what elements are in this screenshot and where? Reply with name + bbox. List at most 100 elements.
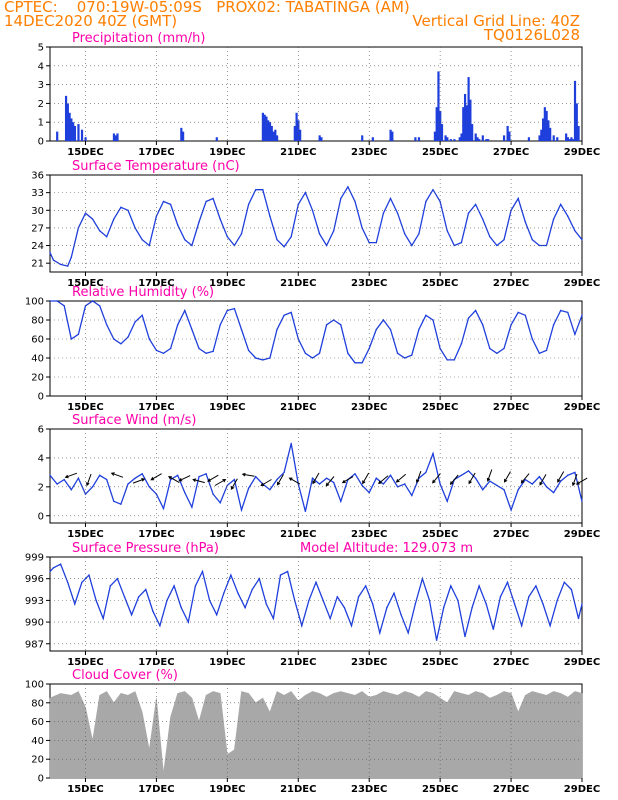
data-point xyxy=(496,484,498,487)
plot-frame xyxy=(49,174,583,273)
wind-arrow xyxy=(432,473,441,484)
data-point xyxy=(510,324,512,326)
data-point xyxy=(169,203,172,206)
data-point xyxy=(212,197,214,200)
wind-arrow xyxy=(214,478,227,486)
precip-bar xyxy=(481,135,484,141)
x-tick-label: 19DEC xyxy=(209,147,245,158)
data-point xyxy=(70,338,73,340)
data-point xyxy=(255,476,257,478)
series-line xyxy=(49,443,583,513)
data-point xyxy=(552,218,555,220)
precip-bar xyxy=(391,131,394,141)
data-point xyxy=(283,314,285,316)
data-point xyxy=(91,218,94,220)
wind-arrow xyxy=(575,477,588,485)
precip-bar xyxy=(295,112,298,141)
data-point xyxy=(194,585,197,587)
data-point xyxy=(524,314,526,316)
data-point xyxy=(393,592,395,594)
data-point xyxy=(49,570,51,573)
data-point xyxy=(223,592,225,594)
data-point xyxy=(201,570,204,573)
data-point xyxy=(191,244,193,247)
header-location: CPTEC: 070:19W-05:09S PROX02: TABATINGA … xyxy=(4,0,410,16)
data-point xyxy=(478,585,480,587)
precip-bar xyxy=(538,135,541,141)
data-point xyxy=(489,347,491,350)
data-point xyxy=(127,336,129,338)
x-tick-label: 17DEC xyxy=(138,657,174,668)
data-point xyxy=(521,625,523,627)
data-point xyxy=(233,307,236,310)
data-point xyxy=(262,359,264,361)
data-point xyxy=(162,507,165,510)
y-tick-label: 1 xyxy=(38,118,44,129)
x-tick-label: 19DEC xyxy=(209,402,245,413)
precip-bar xyxy=(371,137,374,141)
data-point xyxy=(340,197,342,200)
data-point xyxy=(99,230,101,232)
data-point xyxy=(255,357,257,359)
data-point xyxy=(63,305,65,307)
x-tick-label: 25DEC xyxy=(422,784,458,795)
data-point xyxy=(425,471,427,474)
data-point xyxy=(567,311,569,314)
x-tick-label: 25DEC xyxy=(422,278,458,289)
y-tick-label: 60 xyxy=(31,717,44,728)
data-point xyxy=(134,321,136,323)
x-tick-label: 17DEC xyxy=(138,147,174,158)
data-point xyxy=(581,500,583,502)
data-point xyxy=(297,203,299,206)
data-point xyxy=(240,233,243,235)
data-point xyxy=(219,324,221,326)
data-point xyxy=(247,349,250,352)
data-point xyxy=(52,567,55,569)
plot-frame xyxy=(49,428,583,524)
data-point xyxy=(517,311,519,314)
panel-4: 987 990 993 996 999 15DEC 17DEC 19DEC 21DEC 23DEC… xyxy=(25,541,600,668)
data-point xyxy=(308,599,310,602)
data-point xyxy=(460,241,463,244)
data-point xyxy=(240,509,243,511)
data-point xyxy=(152,610,154,612)
data-point xyxy=(148,486,150,488)
data-point xyxy=(226,309,228,312)
data-point xyxy=(439,347,441,350)
data-point xyxy=(120,343,122,345)
panel-1: 21 24 27 30 33 36 15DEC 17DEC 19DEC 21DEC 23DEC 25D… xyxy=(31,159,600,289)
precip-bar xyxy=(573,80,577,141)
data-point xyxy=(418,233,420,235)
data-point xyxy=(340,500,342,502)
data-point xyxy=(301,625,303,627)
data-point xyxy=(432,319,434,321)
data-point xyxy=(474,309,477,312)
y-tick-label: 3 xyxy=(38,80,44,91)
precip-bar xyxy=(543,107,546,141)
data-point xyxy=(59,563,62,565)
y-tick-label: 30 xyxy=(31,206,44,217)
x-tick-label: 17DEC xyxy=(138,402,174,413)
precip-bar xyxy=(80,129,84,141)
data-point xyxy=(276,478,278,481)
precip-bar xyxy=(263,114,266,141)
data-point xyxy=(318,483,321,485)
y-tick-label: 5 xyxy=(38,43,44,54)
data-point xyxy=(106,324,108,326)
data-point xyxy=(382,483,385,485)
data-point xyxy=(56,300,58,302)
data-point xyxy=(333,230,335,232)
precip-bar xyxy=(568,139,571,141)
precip-bar xyxy=(270,125,273,141)
precip-bar xyxy=(433,131,437,141)
series-line xyxy=(50,300,583,364)
x-tick-label: 23DEC xyxy=(351,529,387,540)
data-point xyxy=(155,493,158,495)
data-point xyxy=(446,230,448,232)
data-point xyxy=(432,189,434,191)
precip-bar xyxy=(566,137,570,141)
x-tick-label: 23DEC xyxy=(351,402,387,413)
data-point xyxy=(368,491,370,494)
precip-bar xyxy=(541,118,545,141)
x-tick-label: 27DEC xyxy=(493,529,529,540)
